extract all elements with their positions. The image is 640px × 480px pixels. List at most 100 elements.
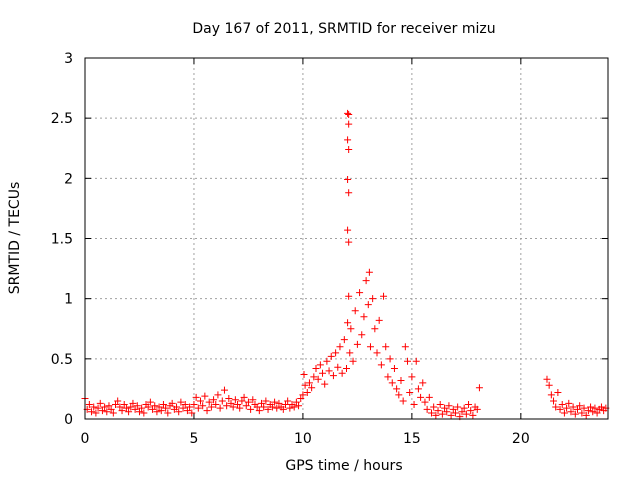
data-point-marker — [465, 401, 473, 409]
data-point-marker — [345, 111, 353, 119]
data-point-marker — [550, 397, 558, 405]
data-point-marker — [227, 399, 235, 407]
data-point-marker — [344, 176, 352, 184]
data-point-marker — [175, 408, 183, 416]
data-point-marker — [329, 372, 337, 380]
data-point-marker — [303, 389, 311, 397]
data-point-marker — [179, 404, 187, 412]
data-point-marker — [356, 289, 364, 297]
data-point-marker — [105, 402, 113, 410]
data-point-marker — [584, 407, 592, 415]
data-point-marker — [316, 361, 324, 369]
data-point-marker — [218, 397, 226, 405]
data-point-marker — [377, 361, 385, 369]
data-point-marker — [445, 402, 453, 410]
data-point-marker — [253, 403, 261, 411]
data-point-marker — [131, 405, 139, 413]
data-point-marker — [284, 397, 292, 405]
data-point-marker — [240, 393, 248, 401]
data-point-marker — [90, 403, 98, 411]
data-point-marker — [427, 409, 435, 417]
data-point-marker — [210, 396, 218, 404]
data-point-marker — [563, 404, 571, 412]
data-point-marker — [386, 355, 394, 363]
data-point-marker — [397, 376, 405, 384]
data-point-marker — [181, 401, 189, 409]
data-point-marker — [199, 402, 207, 410]
data-point-marker — [580, 404, 588, 412]
data-point-marker — [573, 405, 581, 413]
data-point-marker — [332, 349, 340, 357]
data-point-marker — [140, 409, 148, 417]
data-point-marker — [436, 401, 444, 409]
data-point-marker — [414, 385, 422, 393]
y-tick-label: 0 — [64, 412, 73, 428]
data-point-marker — [268, 403, 276, 411]
data-point-marker — [286, 404, 294, 412]
tick-layer: 0 5 10 15 20 0 0.5 1 1.5 2 2.5 3 — [51, 51, 608, 447]
data-point-marker — [153, 408, 161, 416]
data-point-marker — [129, 399, 137, 407]
data-point-marker — [547, 391, 555, 399]
data-point-marker — [186, 403, 194, 411]
data-point-marker — [314, 375, 322, 383]
data-point-marker — [225, 395, 233, 403]
data-point-marker — [395, 391, 403, 399]
data-point-marker — [554, 389, 562, 397]
y-tick-label: 1.5 — [51, 232, 73, 248]
data-point-marker — [262, 397, 270, 405]
data-point-marker — [190, 401, 198, 409]
data-point-marker — [345, 189, 353, 197]
data-point-marker — [85, 401, 93, 409]
data-point-marker — [371, 325, 379, 333]
data-point-marker — [205, 398, 213, 406]
data-point-marker — [319, 369, 327, 377]
data-point-marker — [207, 403, 215, 411]
data-point-marker — [344, 226, 352, 234]
point-layer — [81, 109, 610, 421]
data-point-marker — [223, 402, 231, 410]
data-point-marker — [144, 403, 152, 411]
data-point-marker — [300, 370, 308, 378]
data-point-marker — [325, 367, 333, 375]
data-point-marker — [271, 398, 279, 406]
y-tick-label: 2.5 — [51, 111, 73, 127]
data-point-marker — [587, 403, 595, 411]
x-tick-label: 20 — [512, 431, 530, 447]
data-point-marker — [244, 398, 252, 406]
data-point-marker — [458, 408, 466, 416]
data-point-marker — [238, 397, 246, 405]
data-point-marker — [360, 313, 368, 321]
data-point-marker — [425, 393, 433, 401]
data-point-marker — [109, 409, 117, 417]
data-point-marker — [234, 401, 242, 409]
data-point-marker — [201, 392, 209, 400]
data-point-marker — [138, 404, 146, 412]
data-point-marker — [345, 120, 353, 128]
data-point-marker — [569, 403, 577, 411]
y-tick-label: 3 — [64, 51, 73, 67]
data-point-marker — [135, 408, 143, 416]
data-point-marker — [264, 405, 272, 413]
data-point-marker — [164, 409, 172, 417]
data-point-marker — [125, 408, 133, 416]
data-point-marker — [393, 385, 401, 393]
data-point-marker — [556, 405, 564, 413]
data-point-marker — [419, 379, 427, 387]
data-point-marker — [552, 403, 560, 411]
data-point-marker — [236, 404, 244, 412]
data-point-marker — [295, 402, 303, 410]
data-point-marker — [103, 408, 111, 416]
data-point-marker — [159, 401, 167, 409]
data-point-marker — [260, 403, 268, 411]
data-point-marker — [382, 343, 390, 351]
data-point-marker — [349, 357, 357, 365]
data-point-marker — [98, 407, 106, 415]
data-point-marker — [92, 409, 100, 417]
data-point-marker — [273, 404, 281, 412]
data-point-marker — [122, 404, 130, 412]
data-point-marker — [323, 357, 331, 365]
data-point-marker — [310, 373, 318, 381]
data-point-marker — [127, 403, 135, 411]
data-point-marker — [281, 401, 289, 409]
